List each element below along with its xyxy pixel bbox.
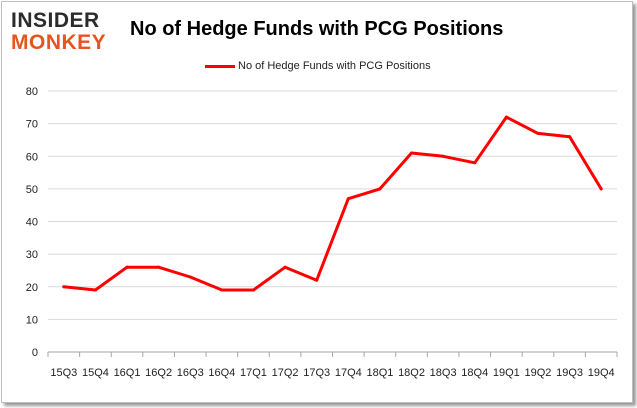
data-point [62, 285, 66, 289]
data-point [599, 187, 603, 191]
x-tick-label: 17Q3 [303, 367, 330, 379]
x-tick-label: 19Q4 [588, 367, 615, 379]
chart-legend: No of Hedge Funds with PCG Positions [205, 59, 431, 73]
x-tick-label: 17Q4 [335, 367, 362, 379]
data-point [157, 265, 161, 269]
x-tick-label: 19Q1 [493, 367, 520, 379]
y-tick-label: 30 [26, 249, 38, 261]
chart-frame: INSIDER MONKEY No of Hedge Funds with PC… [1, 1, 633, 403]
data-point [188, 275, 192, 279]
x-tick-label: 16Q2 [145, 367, 172, 379]
y-tick-label: 70 [26, 119, 38, 131]
x-tick-label: 15Q4 [82, 367, 109, 379]
data-point [93, 288, 97, 292]
x-tick-label: 18Q4 [461, 367, 488, 379]
data-point [504, 115, 508, 119]
data-point [473, 161, 477, 165]
data-point [410, 151, 414, 155]
data-point [378, 187, 382, 191]
data-point [220, 288, 224, 292]
x-tick-label: 17Q1 [240, 367, 267, 379]
data-point [125, 265, 129, 269]
logo-text-bottom: MONKEY [11, 31, 107, 54]
y-tick-label: 0 [32, 347, 38, 359]
y-tick-label: 60 [26, 151, 38, 163]
chart-title: No of Hedge Funds with PCG Positions [130, 18, 504, 40]
y-tick-label: 80 [26, 86, 38, 98]
x-tick-label: 16Q1 [114, 367, 141, 379]
y-tick-label: 20 [26, 282, 38, 294]
data-point [568, 135, 572, 139]
legend-label: No of Hedge Funds with PCG Positions [238, 60, 431, 72]
x-tick-label: 16Q4 [208, 367, 235, 379]
x-tick-label: 19Q3 [556, 367, 583, 379]
x-tick-label: 18Q1 [366, 367, 393, 379]
data-point [346, 197, 350, 201]
x-tick-label: 17Q2 [272, 367, 299, 379]
y-tick-label: 40 [26, 217, 38, 229]
x-tick-label: 16Q3 [177, 367, 204, 379]
data-point [441, 154, 445, 158]
x-tick-label: 15Q3 [50, 367, 77, 379]
data-point [536, 131, 540, 135]
x-tick-label: 18Q2 [398, 367, 425, 379]
data-point [283, 265, 287, 269]
insider-monkey-logo: INSIDER MONKEY [11, 10, 119, 56]
data-point [315, 278, 319, 282]
logo-text-top: INSIDER [11, 9, 100, 32]
x-tick-label: 18Q3 [430, 367, 457, 379]
y-tick-label: 50 [26, 184, 38, 196]
series-line-pcg-positions [62, 115, 603, 292]
data-point [251, 288, 255, 292]
legend-swatch [205, 64, 235, 68]
x-tick-label: 19Q2 [525, 367, 552, 379]
y-tick-label: 10 [26, 314, 38, 326]
